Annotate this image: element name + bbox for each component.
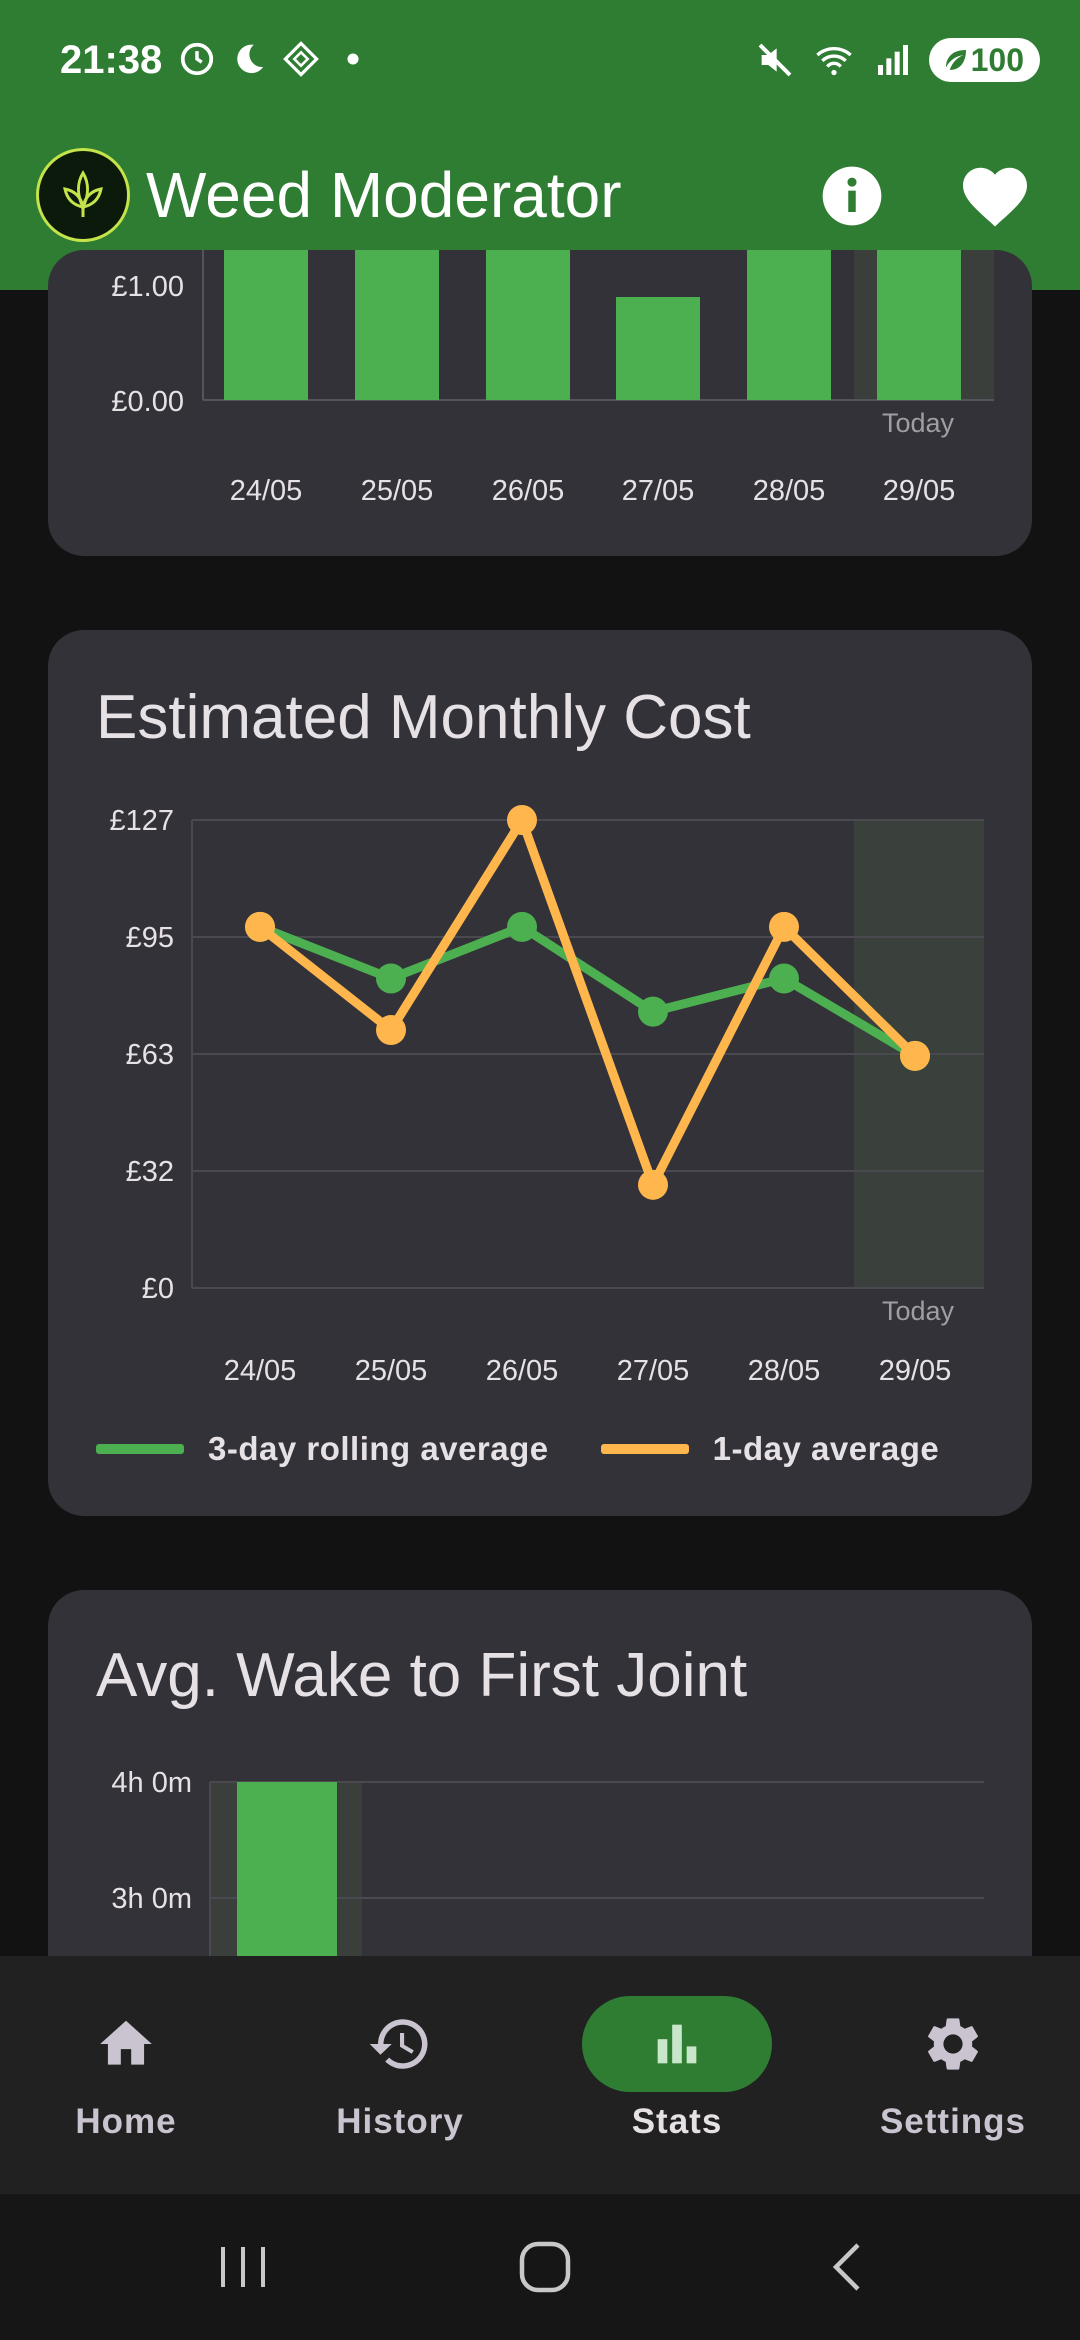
bar-24-05: [224, 250, 308, 400]
bar-28-05: [747, 250, 831, 400]
history-icon: [369, 2019, 428, 2069]
wake-y-tick-3h: 3h 0m: [111, 1883, 192, 1915]
recents-icon[interactable]: [213, 2237, 273, 2297]
x-tick-label: 29/05: [879, 1355, 952, 1387]
data-point-daily: [769, 911, 799, 942]
daily-spend-card: £1.00 £0.00 Today 24/05 25/05 26/05 27/05 28…: [48, 250, 1032, 556]
battery-level: 100: [970, 41, 1024, 78]
spend-x-label: 25/05: [361, 475, 434, 507]
spend-x-label: 27/05: [622, 475, 695, 507]
chart-legend: 3-day rolling average 1-day average: [96, 1430, 939, 1468]
nav-stats[interactable]: Stats: [542, 1996, 812, 2142]
bar-27-05: [616, 297, 700, 400]
x-tick-label: 25/05: [355, 1355, 428, 1387]
nav-home[interactable]: Home: [0, 1996, 261, 2142]
moon-icon: [237, 44, 264, 74]
app-title: Weed Moderator: [146, 159, 622, 231]
series-line-rolling: [255, 922, 920, 1061]
nav-label-stats: Stats: [631, 2102, 723, 2141]
legend-swatch-daily: [600, 1444, 689, 1454]
daily-spend-chart: £1.00 £0.00 Today 24/05 25/05 26/05 27/05 28…: [111, 250, 994, 507]
signal-icon: [877, 45, 908, 75]
data-point-daily: [900, 1040, 930, 1071]
bottom-navigation: Home History Stats Settings: [0, 1956, 1080, 2194]
x-tick-label: 28/05: [748, 1355, 821, 1387]
data-point-daily: [376, 1015, 406, 1046]
wake-chart-title: Avg. Wake to First Joint: [96, 1641, 748, 1710]
y-tick-label: £63: [126, 1039, 174, 1071]
spend-x-label: 28/05: [753, 475, 826, 507]
monthly-cost-chart: £0 £32 £63 £95 £127 Today 24/05 25/05 26/05 27/05…: [109, 805, 984, 1387]
status-bar: 21:38 100: [0, 0, 1080, 128]
wake-y-tick-4h: 4h 0m: [111, 1767, 192, 1799]
monthly-cost-title: Estimated Monthly Cost: [96, 683, 751, 752]
legend-item-daily: 1-day average: [600, 1430, 940, 1468]
status-time: 21:38: [60, 38, 163, 82]
x-tick-label: 24/05: [224, 1355, 297, 1387]
wake-to-first-joint-card: Avg. Wake to First Joint 4h 0m 3h 0m: [48, 1590, 1032, 2010]
data-point-daily: [638, 1169, 668, 1200]
nav-history[interactable]: History: [265, 1996, 535, 2142]
nfc-icon: [283, 41, 319, 77]
nav-label-home: Home: [75, 2102, 177, 2141]
spend-x-label: 29/05: [883, 475, 956, 507]
spend-x-label: 24/05: [230, 475, 303, 507]
today-label: Today: [882, 408, 955, 438]
legend-label-rolling: 3-day rolling average: [208, 1430, 549, 1467]
bar-29-05: [877, 250, 961, 400]
mute-icon: [758, 43, 792, 77]
wifi-icon: [815, 47, 852, 76]
data-point-daily: [507, 805, 537, 835]
legend-item-rolling: 3-day rolling average: [96, 1430, 549, 1468]
home-button-icon[interactable]: [515, 2237, 575, 2297]
data-point-daily: [245, 911, 275, 942]
bar-26-05: [486, 250, 570, 400]
app-logo: [36, 148, 130, 242]
battery-indicator: 100: [928, 38, 1040, 82]
data-point-rolling: [769, 963, 799, 994]
y-tick-label: £32: [126, 1156, 174, 1188]
x-tick-label: 27/05: [617, 1355, 690, 1387]
y-tick-label: £95: [126, 922, 174, 954]
today-label: Today: [882, 1296, 955, 1326]
back-icon[interactable]: [818, 2237, 878, 2297]
y-tick-zero: £0.00: [111, 386, 184, 418]
y-tick-partial: £1.00: [111, 271, 184, 303]
alarm-icon: [180, 42, 214, 76]
home-icon: [100, 2020, 152, 2065]
dot-icon: [347, 53, 359, 65]
leaf-icon: [63, 170, 103, 217]
data-point-rolling: [376, 963, 406, 994]
y-tick-label: £127: [109, 805, 174, 837]
data-point-rolling: [507, 911, 537, 942]
series-line-daily: [255, 815, 920, 1190]
y-tick-label: £0: [142, 1273, 174, 1305]
bar-25-05: [355, 250, 439, 400]
spend-x-label: 26/05: [492, 475, 565, 507]
data-point-rolling: [638, 996, 668, 1027]
nav-label-history: History: [336, 2102, 464, 2141]
legend-swatch-rolling: [96, 1444, 184, 1454]
wake-chart: 4h 0m 3h 0m: [111, 1767, 984, 2010]
gear-icon: [928, 2018, 978, 2070]
stats-icon: [657, 2024, 697, 2064]
system-navigation-bar: [0, 2194, 1080, 2340]
heart-icon[interactable]: [960, 164, 1030, 228]
x-tick-label: 26/05: [486, 1355, 559, 1387]
nav-label-settings: Settings: [879, 2102, 1027, 2141]
monthly-cost-card: Estimated Monthly Cost £0 £32 £63 £95 £127 To…: [48, 630, 1032, 1516]
info-icon[interactable]: [820, 164, 884, 228]
battery-icon: [945, 50, 966, 70]
legend-label-daily: 1-day average: [712, 1430, 940, 1467]
nav-settings[interactable]: Settings: [818, 1996, 1080, 2142]
